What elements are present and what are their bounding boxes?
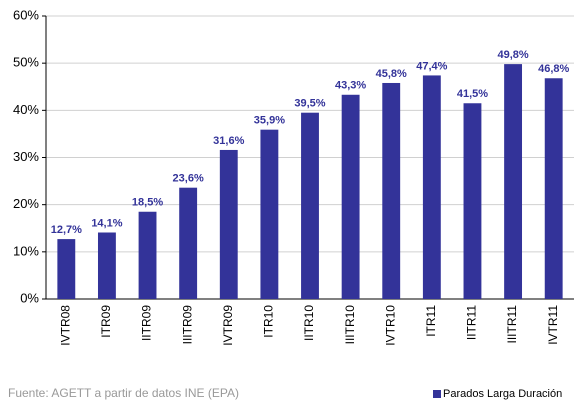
x-tick-label: ITR11 (424, 305, 438, 337)
x-tick-label: ITR10 (262, 305, 276, 338)
data-label: 12,7% (51, 224, 82, 236)
x-tick-label: IVTR09 (221, 305, 235, 346)
bar (504, 64, 523, 299)
data-label: 39,5% (294, 98, 325, 110)
y-tick-label: 20% (13, 196, 39, 211)
y-tick-label: 60% (13, 7, 39, 22)
bar (463, 103, 482, 299)
data-label: 43,3% (335, 80, 366, 92)
y-tick-label: 30% (13, 149, 39, 164)
source-note: Fuente: AGETT a partir de datos INE (EPA… (8, 386, 239, 400)
bar (179, 187, 198, 299)
x-tick-label: IITR11 (465, 305, 479, 340)
y-tick-label: 50% (13, 55, 39, 70)
data-label: 14,1% (91, 217, 122, 229)
bar (341, 94, 360, 299)
data-label: 46,8% (538, 63, 569, 75)
x-tick-label: IVTR10 (383, 305, 397, 346)
bar (97, 232, 116, 299)
data-label: 31,6% (213, 135, 244, 147)
y-tick-label: 40% (13, 102, 39, 117)
y-tick-label: 0% (20, 290, 39, 305)
legend-label: Parados Larga Duración (443, 388, 562, 400)
bar (301, 112, 319, 299)
data-label: 49,8% (497, 49, 528, 61)
x-tick-label: IITR09 (140, 305, 154, 341)
data-label: 41,5% (457, 88, 488, 100)
bar (260, 129, 279, 299)
bar (138, 211, 157, 299)
x-tick-label: ITR09 (99, 305, 113, 338)
x-tick-label: IVTR11 (546, 305, 560, 345)
y-tick-label: 10% (13, 243, 39, 258)
data-label: 45,8% (376, 68, 407, 80)
bar (422, 75, 441, 300)
bar (544, 78, 563, 299)
data-label: 47,4% (416, 60, 447, 72)
x-tick-label: IIITR11 (505, 305, 519, 344)
data-label: 35,9% (254, 115, 285, 127)
x-tick-label: IITR10 (302, 305, 316, 341)
bar (57, 239, 76, 299)
legend-swatch (433, 390, 441, 398)
x-tick-label: IVTR08 (58, 305, 72, 346)
bar (382, 82, 401, 299)
x-tick-label: IIITR09 (180, 305, 194, 345)
x-tick-label: IIITR10 (343, 305, 357, 345)
bar (219, 149, 238, 299)
data-label: 18,5% (132, 197, 163, 209)
data-label: 23,6% (173, 173, 204, 185)
